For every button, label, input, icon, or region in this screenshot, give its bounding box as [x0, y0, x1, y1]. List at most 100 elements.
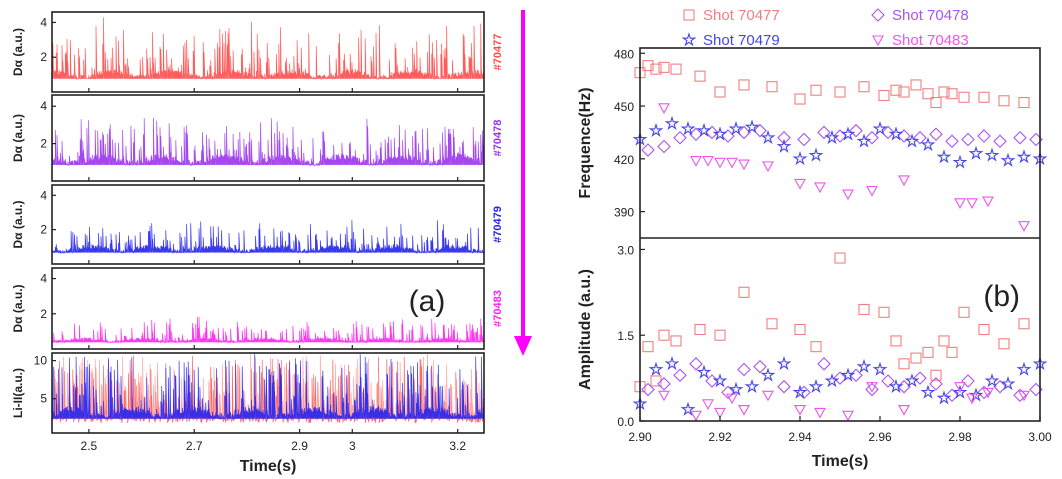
- frequency-point: [872, 121, 888, 136]
- amplitude-point: [866, 382, 878, 393]
- amplitude-point: [817, 357, 831, 371]
- legend-marker: [872, 35, 884, 47]
- shot-tag: #70483: [492, 290, 504, 327]
- amplitude-point: [766, 318, 778, 330]
- amplitude-point: [650, 375, 662, 387]
- amplitude-point: [945, 388, 959, 403]
- frequency-point: [760, 129, 776, 145]
- amplitude-point: [664, 355, 680, 371]
- amplitude-point: [744, 378, 760, 393]
- amplitude-point: [657, 377, 671, 391]
- frequency-point: [961, 132, 975, 147]
- amplitude-point: [977, 385, 991, 400]
- plot-frame: [639, 47, 1041, 422]
- y-tick-label: 1.5: [617, 329, 634, 343]
- trace-panel-1: 2 4 Dα (a.u.) #70477: [11, 11, 504, 93]
- frequency-point: [726, 157, 738, 169]
- frequency-point: [930, 96, 942, 109]
- legend-label: Shot 70477: [703, 7, 780, 24]
- trace-line-5-3: [51, 353, 485, 421]
- amplitude-point: [810, 341, 822, 353]
- frequency-point: [890, 84, 902, 96]
- arrow-head: [514, 336, 532, 356]
- frequency-point: [810, 84, 822, 96]
- y-tick-label: 480: [614, 47, 634, 61]
- frequency-point: [814, 182, 826, 194]
- trace-panel-4: 2 4 Dα (a.u.) #70483: [11, 267, 504, 350]
- y-tick-label: 390: [614, 206, 634, 220]
- amplitude-point: [938, 335, 950, 347]
- frequency-point: [721, 129, 735, 143]
- frequency-point: [1016, 149, 1032, 164]
- amplitude-point: [792, 384, 808, 399]
- shot-tag: #70477: [492, 34, 504, 71]
- amplitude-point: [737, 362, 751, 377]
- amplitude-point: [642, 341, 654, 353]
- frequency-point: [936, 149, 952, 164]
- frequency-point: [808, 147, 824, 162]
- amplitude-point: [670, 335, 682, 347]
- frequency-point: [753, 123, 767, 138]
- frequency-point: [938, 86, 950, 98]
- shot-tag: #70479: [492, 206, 504, 243]
- frequency-point: [658, 61, 670, 73]
- frequency-point: [641, 143, 655, 157]
- amplitude-point: [946, 346, 958, 358]
- frequency-point: [954, 198, 966, 209]
- y-tick-label: 420: [614, 153, 634, 167]
- amplitude-point: [738, 286, 750, 298]
- amplitude-point: [714, 407, 726, 419]
- frequency-point: [888, 126, 904, 141]
- amplitude-point: [904, 373, 920, 388]
- trace-frame-1: [51, 11, 485, 93]
- frequency-point: [834, 86, 846, 98]
- panel-label: (a): [409, 285, 446, 318]
- amplitude-point: [760, 367, 776, 382]
- frequency-point: [856, 133, 872, 148]
- amplitude-point: [872, 361, 888, 376]
- frequency-point: [737, 125, 751, 140]
- frequency-point: [766, 81, 778, 93]
- x-tick-label: 2.98: [948, 430, 972, 444]
- legend-marker: [871, 8, 885, 22]
- x-tick-label: 3.00: [1028, 430, 1052, 444]
- y-tick-label: 2: [40, 223, 47, 237]
- frequency-point: [898, 86, 910, 98]
- frequency-point: [978, 91, 990, 103]
- frequency-point: [728, 121, 744, 136]
- frequency-point: [998, 95, 1010, 107]
- frequency-point: [898, 175, 910, 187]
- amplitude-point: [920, 384, 936, 399]
- amplitude-point: [797, 385, 811, 400]
- amplitude-point: [842, 410, 854, 422]
- frequency-point: [913, 130, 927, 145]
- frequency-point: [952, 154, 968, 169]
- amplitude-point: [966, 393, 978, 405]
- frequency-point: [650, 63, 662, 75]
- amplitude-point: [658, 390, 670, 402]
- amplitude-point: [712, 373, 728, 388]
- frequency-point: [946, 88, 958, 100]
- amplitude-point: [984, 373, 1000, 388]
- y-axis-label: Dα (a.u.): [11, 200, 25, 248]
- y-tick-label: 2: [40, 137, 47, 151]
- x-tick-label: 2.94: [788, 430, 812, 444]
- amplitude-point: [721, 385, 735, 400]
- amplitude-point: [1018, 390, 1030, 402]
- amplitude-point: [878, 306, 890, 318]
- y-tick-label: 2: [40, 50, 47, 64]
- amplitude-point: [890, 335, 902, 347]
- amplitude-point: [858, 303, 870, 316]
- amplitude-point: [958, 306, 970, 318]
- amplitude-point: [673, 368, 687, 383]
- y-tick-label: 2: [40, 307, 47, 321]
- legend-label: Shot 70479: [703, 32, 780, 49]
- panel-a-time-traces: 2 4 Dα (a.u.) #70477 2 4 Dα (a.u.) #70478 2 4 Dα (…: [11, 10, 532, 475]
- amplitude-point: [680, 401, 696, 416]
- frequency-point: [694, 70, 706, 82]
- trace-panel-2: 2 4 Dα (a.u.) #70478: [11, 94, 504, 182]
- amplitude-point: [824, 373, 840, 388]
- amplitude-point: [952, 384, 968, 399]
- frequency-point: [648, 122, 664, 137]
- amplitude-point: [982, 387, 994, 399]
